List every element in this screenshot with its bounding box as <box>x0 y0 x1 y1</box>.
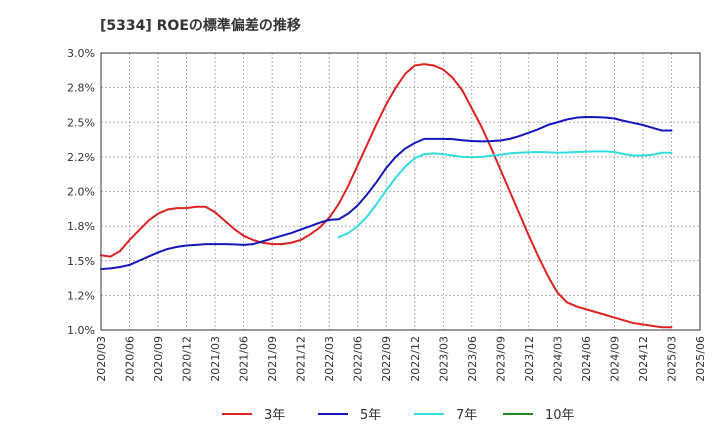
x-tick-label: 2023/03 <box>437 336 450 382</box>
series-layer <box>100 63 673 329</box>
x-tick-label: 2021/03 <box>209 336 222 382</box>
x-tick-label: 2023/06 <box>466 336 479 382</box>
y-tick-label: 1.2% <box>67 289 95 302</box>
x-tick-label: 2021/09 <box>266 336 279 382</box>
x-axis: 2020/03 2020/06 2020/09 2020/12 2021/03 2021/… <box>95 336 707 382</box>
x-tick-label: 2025/06 <box>694 336 707 382</box>
series-line-7年 <box>337 150 673 239</box>
y-tick-label: 2.5% <box>67 116 95 129</box>
x-tick-label: 2024/12 <box>637 336 650 382</box>
y-tick-label: 1.5% <box>67 255 95 268</box>
y-tick-label: 2.0% <box>67 186 95 199</box>
legend-label: 10年 <box>545 408 575 423</box>
x-tick-label: 2022/12 <box>409 336 422 382</box>
x-tick-label: 2023/09 <box>494 336 507 382</box>
x-tick-label: 2020/03 <box>95 336 108 382</box>
x-tick-label: 2020/12 <box>181 336 194 382</box>
legend-label: 3年 <box>264 408 285 423</box>
x-tick-label: 2021/06 <box>238 336 251 382</box>
grid-layer <box>100 52 701 331</box>
legend-label: 7年 <box>456 408 477 423</box>
series-line-3年 <box>100 63 673 329</box>
x-tick-label: 2024/09 <box>608 336 621 382</box>
x-tick-label: 2021/12 <box>295 336 308 382</box>
x-tick-label: 2020/09 <box>152 336 165 382</box>
x-tick-label: 2023/12 <box>523 336 536 382</box>
y-tick-label: 2.2% <box>67 151 95 164</box>
x-tick-label: 2025/03 <box>665 336 678 382</box>
y-tick-label: 1.0% <box>67 324 95 337</box>
y-tick-label: 1.8% <box>67 220 95 233</box>
plot-frame <box>100 52 701 331</box>
y-tick-label: 2.8% <box>67 82 95 95</box>
x-tick-label: 2020/06 <box>124 336 137 382</box>
y-tick-label: 3.0% <box>67 47 95 60</box>
series-line-5年 <box>100 115 673 271</box>
x-tick-label: 2024/03 <box>551 336 564 382</box>
legend-label: 5年 <box>360 408 381 423</box>
x-tick-label: 2022/09 <box>380 336 393 382</box>
y-axis: 1.0% 1.2% 1.5% 1.8% 2.0% 2.2% 2.5% 2.8% 3.0% <box>67 47 95 337</box>
x-tick-label: 2022/06 <box>352 336 365 382</box>
x-tick-label: 2024/06 <box>580 336 593 382</box>
legend: 3年 5年 7年 10年 <box>222 408 575 423</box>
chart-title: [5334] ROEの標準偏差の推移 <box>100 17 301 34</box>
x-tick-label: 2022/03 <box>323 336 336 382</box>
